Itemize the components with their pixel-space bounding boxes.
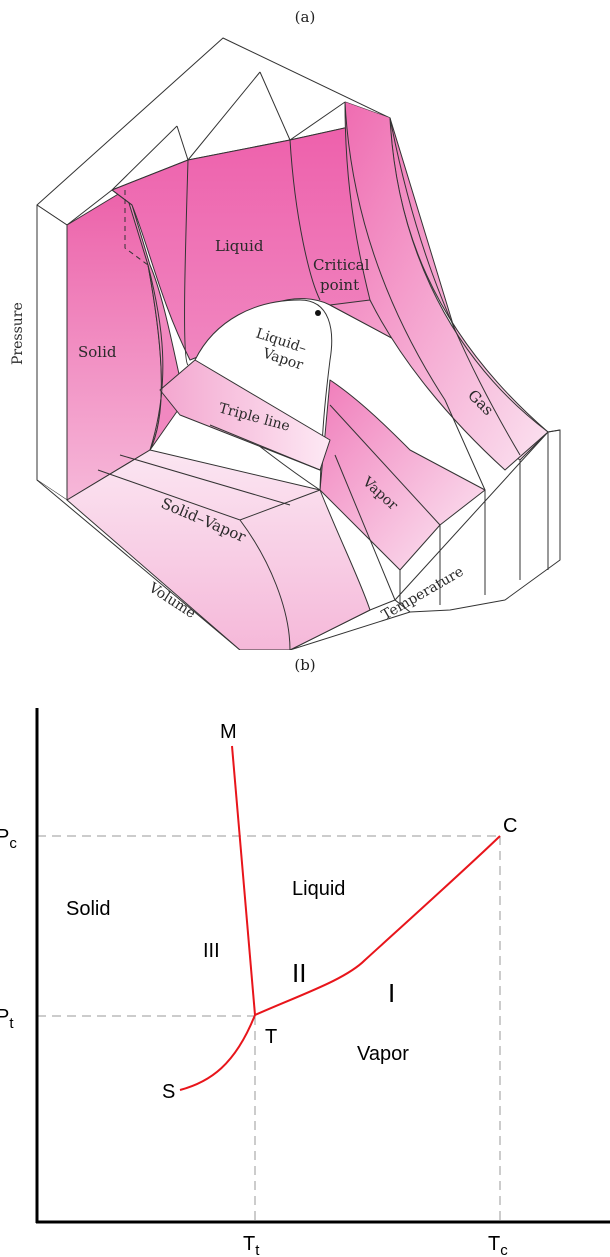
tick-pc: Pc bbox=[0, 826, 17, 852]
label-liquid: Liquid bbox=[215, 237, 264, 255]
region-solid: Solid bbox=[66, 898, 110, 920]
curve-iii-melting bbox=[231, 745, 256, 1016]
curve-sublimation bbox=[179, 1014, 256, 1091]
caption-a: (a) bbox=[294, 8, 316, 26]
curve-label-ii: II bbox=[292, 958, 306, 988]
tick-tc: Tc bbox=[488, 1233, 508, 1257]
label-point: point bbox=[320, 276, 359, 294]
region-liquid: Liquid bbox=[292, 878, 345, 900]
label-critical: Critical bbox=[313, 256, 370, 274]
tick-pt: Pt bbox=[0, 1006, 14, 1032]
point-s: S bbox=[162, 1081, 175, 1103]
label-solid: Solid bbox=[78, 343, 117, 361]
curve-label-i: I bbox=[388, 978, 395, 1008]
curve-label-iii: III bbox=[203, 940, 220, 962]
triple-line-band bbox=[159, 359, 331, 471]
pvt-surface-diagram: Pressure Solid Liquid Critical point Liq… bbox=[10, 37, 561, 650]
curve-ii-vaporization bbox=[254, 835, 501, 1016]
caption-b: (b) bbox=[294, 656, 316, 674]
critical-point-marker bbox=[315, 310, 321, 316]
point-c: C bbox=[503, 815, 517, 837]
point-m: M bbox=[220, 721, 237, 743]
region-vapor: Vapor bbox=[357, 1043, 409, 1065]
tick-tt: Tt bbox=[243, 1233, 260, 1257]
label-pressure: Pressure bbox=[10, 302, 26, 365]
box-left-face bbox=[36, 204, 68, 501]
point-t: T bbox=[265, 1026, 277, 1048]
